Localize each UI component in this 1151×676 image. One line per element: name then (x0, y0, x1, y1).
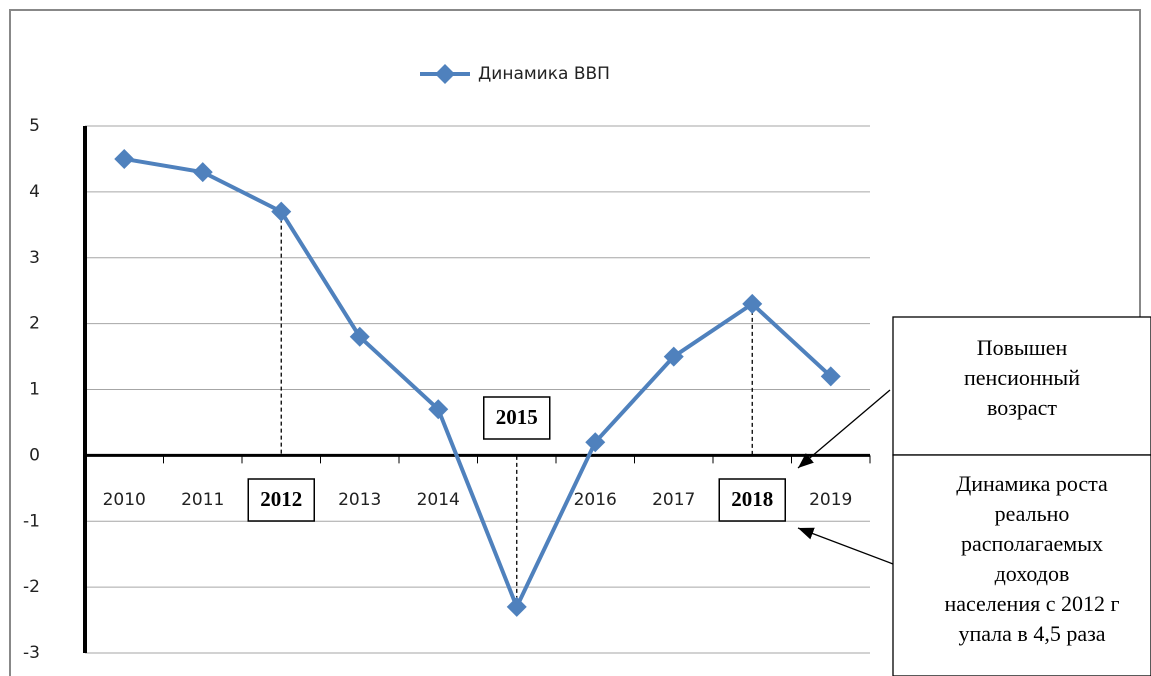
marker (271, 201, 292, 222)
annotation-text: упала в 4,5 раза (958, 621, 1105, 646)
annotation-text: реально (995, 501, 1070, 526)
y-tick-label: -3 (23, 643, 40, 663)
y-tick-label: 1 (29, 380, 40, 400)
marker (428, 399, 449, 420)
y-tick-label: -1 (23, 511, 40, 531)
category-box (483, 396, 551, 440)
y-tick-label: 2 (29, 314, 40, 334)
annotation-text: располагаемых (961, 531, 1103, 556)
y-tick-label: 4 (29, 182, 40, 202)
marker (585, 432, 606, 453)
x-tick-label: 2010 (103, 490, 146, 510)
y-tick-label: -2 (23, 577, 40, 597)
annotation-box (892, 454, 1151, 676)
x-tick-label: 2019 (809, 490, 852, 510)
category-box (247, 478, 315, 522)
x-tick-label: 2016 (574, 490, 617, 510)
annotation-text: Динамика роста (956, 471, 1108, 496)
x-tick-label: 2011 (181, 490, 224, 510)
annotation-box (892, 316, 1151, 456)
y-tick-label: 3 (29, 248, 40, 268)
annotation-text: возраст (987, 395, 1057, 420)
marker (192, 162, 213, 183)
legend-label: Динамика ВВП (478, 64, 610, 84)
x-tick-label: 2015 (496, 405, 538, 429)
legend-marker (435, 64, 455, 84)
y-tick-label: 5 (29, 116, 40, 136)
marker (506, 596, 527, 617)
annotation-text: Повышен (977, 335, 1068, 360)
y-tick-label: 0 (29, 445, 40, 465)
x-tick-label: 2013 (338, 490, 381, 510)
marker (663, 346, 684, 367)
marker (742, 293, 763, 314)
x-tick-label: 2017 (652, 490, 695, 510)
marker (114, 148, 135, 169)
x-tick-label: 2012 (260, 487, 302, 511)
marker (349, 326, 370, 347)
series-line (123, 156, 833, 612)
marker (820, 366, 841, 387)
x-tick-label: 2018 (731, 487, 773, 511)
arrow (797, 527, 894, 565)
arrow (797, 389, 891, 469)
annotation-text: населения с 2012 г (944, 591, 1119, 616)
category-box (718, 478, 786, 522)
annotation-text: доходов (995, 561, 1070, 586)
annotation-text: пенсионный (964, 365, 1080, 390)
x-tick-label: 2014 (417, 490, 460, 510)
